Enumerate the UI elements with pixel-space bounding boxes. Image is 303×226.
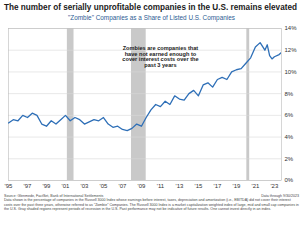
svg-text:Zombies are companies thathave: Zombies are companies thathave not earne… xyxy=(122,45,198,68)
svg-text:'11: '11 xyxy=(157,183,165,189)
html-text:The number of serially unprofi: The number of serially unprofitable comp… xyxy=(4,3,297,12)
svg-text:12%: 12% xyxy=(285,47,298,53)
svg-text:8%: 8% xyxy=(285,91,294,97)
svg-text:'23: '23 xyxy=(270,183,278,189)
svg-text:6%: 6% xyxy=(285,112,294,118)
svg-text:2%: 2% xyxy=(285,156,294,162)
svg-text:10%: 10% xyxy=(285,69,298,75)
svg-text:'09: '09 xyxy=(138,183,146,189)
svg-text:4%: 4% xyxy=(285,134,294,140)
svg-text:'05: '05 xyxy=(100,183,108,189)
svg-text:'19: '19 xyxy=(232,183,240,189)
svg-text:'13: '13 xyxy=(176,183,184,189)
html-text:Data through 9/30/2023: Data through 9/30/2023 xyxy=(261,194,299,198)
svg-text:'01: '01 xyxy=(62,183,70,189)
svg-text:0%: 0% xyxy=(285,177,294,183)
svg-text:'97: '97 xyxy=(24,183,32,189)
svg-text:'99: '99 xyxy=(43,183,51,189)
svg-text:'17: '17 xyxy=(213,183,221,189)
svg-text:'21: '21 xyxy=(251,183,259,189)
svg-text:'03: '03 xyxy=(81,183,89,189)
html-text:"Zombie" Companies as a Share: "Zombie" Companies as a Share of Listed … xyxy=(68,14,235,21)
svg-text:14%: 14% xyxy=(285,25,298,31)
html-text:Source: Glenmede, FactSet, Ban: Source: Glenmede, FactSet, Bank of Inter… xyxy=(4,194,104,198)
svg-text:'15: '15 xyxy=(194,183,202,189)
svg-text:'95: '95 xyxy=(5,183,13,189)
svg-text:'07: '07 xyxy=(119,183,127,189)
html-text:Data shown is the percentage o: Data shown is the percentage of companie… xyxy=(4,198,299,212)
